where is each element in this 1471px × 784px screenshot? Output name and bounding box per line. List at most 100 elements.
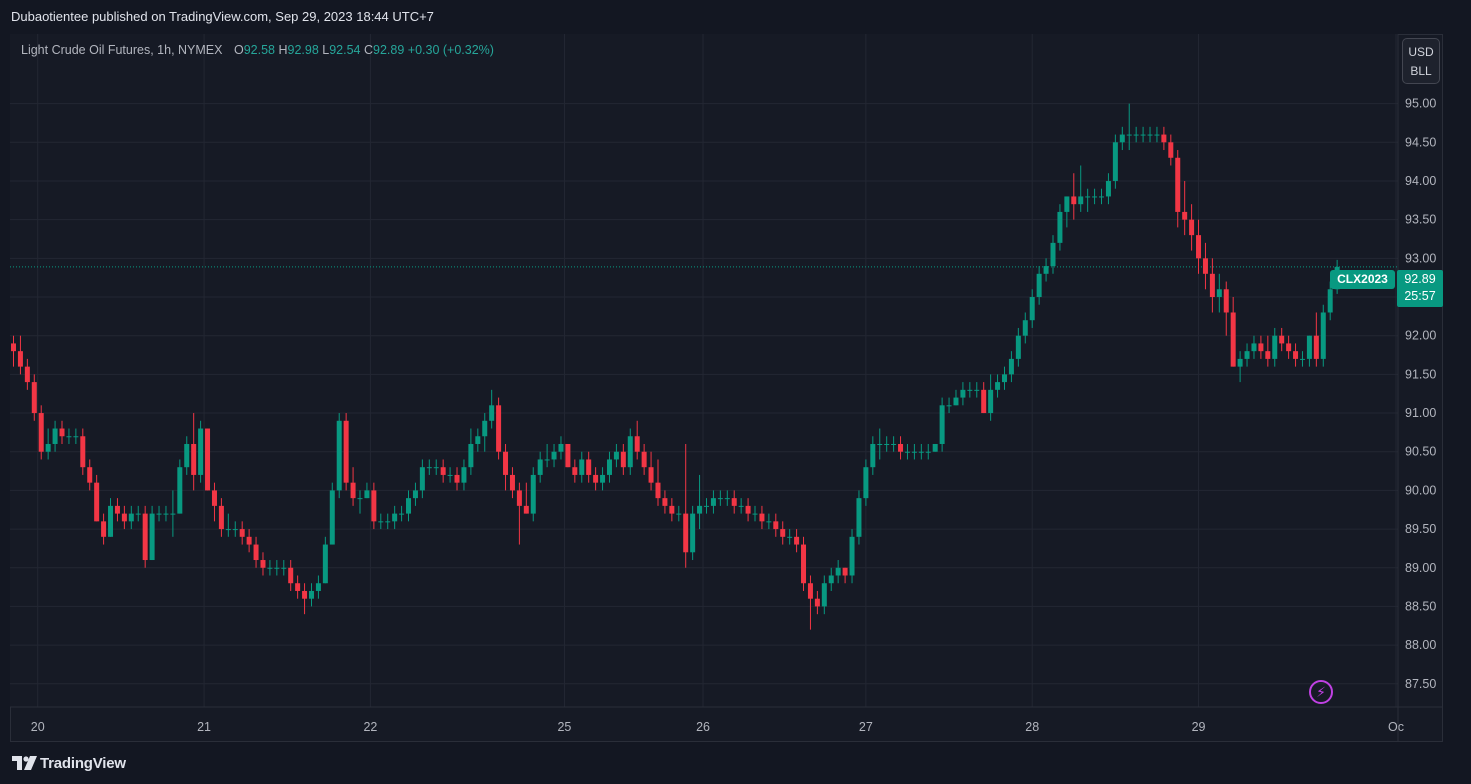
candle-body — [1001, 374, 1007, 383]
candle-body — [371, 490, 377, 522]
candle-body — [1071, 196, 1077, 205]
currency-label: USD — [1408, 45, 1434, 59]
candle-body — [1168, 142, 1174, 158]
candle-body — [593, 474, 599, 483]
candle-body — [918, 451, 924, 453]
candle-body — [697, 505, 703, 514]
candle-body — [447, 474, 453, 476]
x-tick-label: 26 — [696, 720, 710, 734]
candle-body — [600, 474, 606, 483]
candle-body — [184, 443, 190, 468]
candle-body — [773, 521, 779, 530]
candle-body — [59, 428, 65, 437]
candle-body — [101, 521, 107, 537]
x-tick-label: 29 — [1192, 720, 1206, 734]
tradingview-logo-icon — [12, 756, 37, 770]
candle-body — [52, 428, 58, 444]
candle-body — [128, 513, 134, 522]
candle-body — [191, 443, 197, 475]
candle-body — [385, 521, 391, 523]
candle-body — [835, 567, 841, 576]
candle-body — [295, 583, 301, 591]
candle-body — [1140, 134, 1146, 136]
candle-body — [662, 498, 668, 506]
candle-body — [412, 490, 418, 499]
candle-body — [1202, 258, 1208, 274]
candle-body — [260, 560, 266, 568]
y-tick-label: 94.00 — [1405, 174, 1436, 188]
candle-body — [426, 467, 432, 469]
lightning-icon[interactable]: ⚡ — [1309, 680, 1333, 704]
candle-body — [842, 567, 848, 576]
x-tick-label: 27 — [859, 720, 873, 734]
candle-body — [877, 443, 883, 445]
candle-body — [302, 590, 308, 599]
low-label: L — [322, 43, 330, 57]
x-tick-label: 25 — [557, 720, 571, 734]
candle-body — [904, 451, 910, 453]
symbol-title[interactable]: Light Crude Oil Futures, 1h, NYMEX — [21, 43, 223, 57]
candle-body — [752, 513, 758, 515]
candle-body — [731, 498, 737, 506]
candle-body — [177, 467, 183, 514]
last-price-symbol-label: CLX2023 — [1330, 270, 1395, 289]
candle-body — [225, 529, 231, 531]
candle-body — [315, 583, 321, 591]
candle-body — [579, 459, 585, 475]
candle-body — [766, 521, 772, 523]
publisher-text: Dubaotientee published on TradingView.co… — [11, 9, 434, 24]
candle-body — [343, 420, 349, 483]
footer: TradingView — [0, 742, 1471, 784]
candle-body — [392, 513, 398, 522]
candle-body — [1327, 289, 1333, 313]
y-tick-label: 89.50 — [1405, 522, 1436, 536]
candle-body — [149, 513, 155, 561]
candle-body — [710, 498, 716, 506]
candle-body — [856, 498, 862, 537]
candle-body — [821, 583, 827, 607]
plot-area — [10, 34, 1398, 707]
candle-body — [780, 529, 786, 537]
candle-body — [1223, 289, 1229, 313]
x-tick-label: 21 — [197, 720, 211, 734]
candle-body — [205, 428, 211, 491]
candle-body — [357, 498, 363, 500]
candle-body — [440, 467, 446, 475]
candle-body — [995, 382, 1001, 390]
candle-body — [406, 498, 412, 514]
candle-body — [704, 505, 709, 507]
candle-body — [142, 513, 148, 561]
candle-body — [38, 413, 44, 452]
price-chart[interactable]: 95.0094.5094.0093.5093.0092.5092.0091.50… — [10, 34, 1443, 742]
candle-body — [336, 420, 342, 491]
candle-body — [558, 443, 564, 452]
candle-body — [1182, 211, 1188, 220]
candle-body — [496, 405, 502, 452]
x-tick-label: Oc — [1388, 720, 1404, 734]
candle-body — [849, 536, 855, 576]
candle-body — [863, 467, 869, 499]
candle-body — [911, 451, 917, 453]
y-tick-label: 95.00 — [1405, 97, 1436, 111]
candle-body — [1064, 196, 1070, 212]
tradingview-logo[interactable]: TradingView — [12, 753, 126, 773]
candle-body — [939, 405, 945, 444]
candle-body — [516, 490, 522, 506]
candle-body — [1112, 142, 1118, 181]
candle-body — [1092, 196, 1098, 198]
candle-body — [288, 567, 294, 584]
candle-body — [1265, 351, 1271, 359]
candle-body — [1043, 266, 1049, 274]
candle-body — [1022, 320, 1028, 336]
candle-body — [509, 474, 515, 491]
y-tick-label: 90.00 — [1405, 483, 1436, 497]
candle-body — [433, 467, 439, 469]
candle-body — [475, 436, 481, 444]
x-tick-label: 20 — [31, 720, 45, 734]
candle-body — [1216, 289, 1222, 298]
candle-body — [1119, 134, 1125, 143]
y-tick-label: 92.00 — [1405, 329, 1436, 343]
candle-body — [1306, 335, 1312, 359]
candle-body — [683, 513, 689, 553]
currency-unit-button[interactable]: USD BLL — [1402, 38, 1440, 84]
